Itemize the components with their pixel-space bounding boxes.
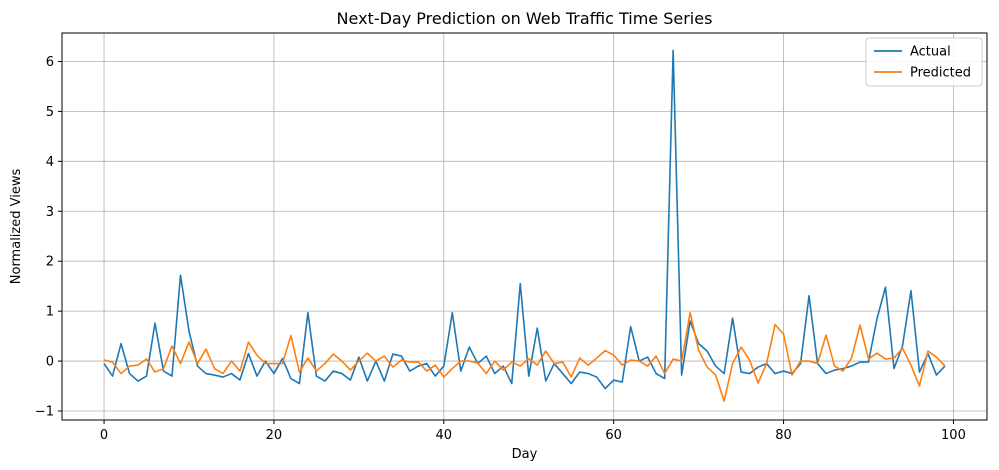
legend: Actual Predicted <box>865 37 983 87</box>
axis-ticks: 0 20 40 60 80 100 −1 0 1 2 3 4 5 6 <box>35 55 966 443</box>
x-tick-label: 20 <box>266 428 283 443</box>
y-tick-label: 6 <box>46 55 54 70</box>
y-tick-label: −1 <box>35 405 54 420</box>
chart-title: Next-Day Prediction on Web Traffic Time … <box>337 9 713 28</box>
grid <box>62 33 987 420</box>
x-axis-label: Day <box>512 447 538 462</box>
series-layer <box>103 49 946 402</box>
legend-label-predicted: Predicted <box>910 66 971 81</box>
x-tick-label: 80 <box>775 428 792 443</box>
legend-box <box>865 37 983 87</box>
y-tick-label: 5 <box>46 105 54 120</box>
x-tick-label: 0 <box>100 428 108 443</box>
y-tick-label: 2 <box>46 255 54 270</box>
plot-frame <box>61 32 988 421</box>
series-line-actual <box>103 49 946 390</box>
y-tick-label: 3 <box>46 205 54 220</box>
y-tick-label: 0 <box>46 355 54 370</box>
x-tick-label: 40 <box>436 428 453 443</box>
y-tick-label: 1 <box>46 305 54 320</box>
y-axis-label: Normalized Views <box>9 169 24 285</box>
y-tick-label: 4 <box>46 155 54 170</box>
legend-label-actual: Actual <box>910 45 951 60</box>
x-tick-label: 60 <box>605 428 622 443</box>
series-line-predicted <box>103 311 946 402</box>
x-tick-label: 100 <box>941 428 966 443</box>
